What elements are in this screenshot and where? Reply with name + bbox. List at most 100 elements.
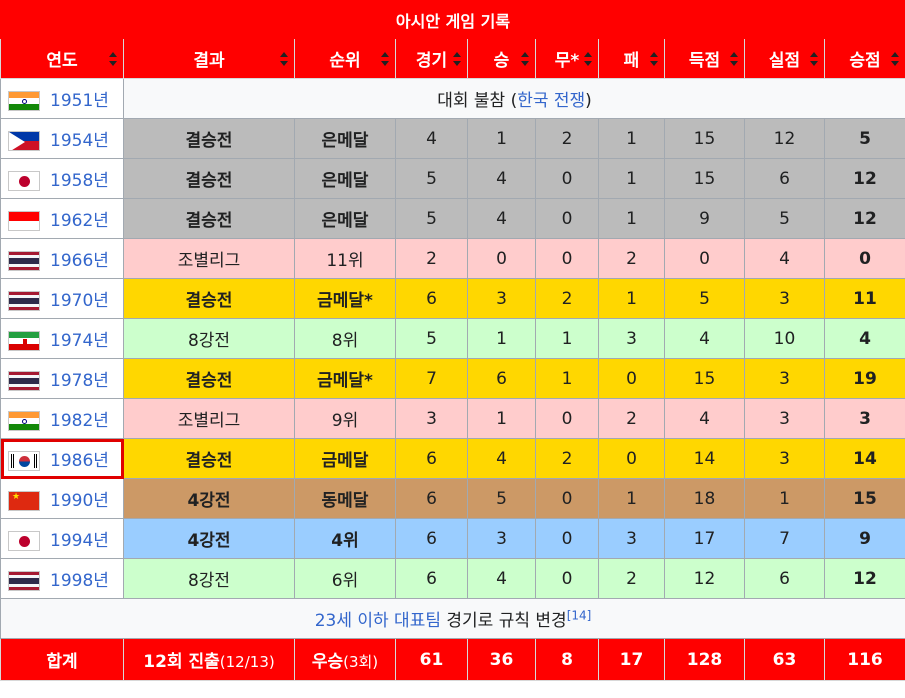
sort-icon[interactable] [810,51,818,66]
year-link[interactable]: 1978년 [50,371,109,391]
year-link[interactable]: 1998년 [50,571,109,591]
draws-cell: 1 [535,318,599,359]
goals-for-cell: 12 [664,558,745,599]
column-header-draws[interactable]: 무* [535,38,599,79]
losses-cell: 2 [598,558,665,599]
thailand-flag-icon [8,291,40,311]
sort-icon[interactable] [891,51,900,66]
goals-for-cell: 15 [664,158,745,199]
year-cell: 1994년 [0,518,124,559]
korean-war-link[interactable]: 한국 전쟁 [517,91,586,111]
points-cell: 15 [823,478,905,519]
column-header-label: 연도 [46,51,78,71]
played-cell: 4 [395,118,468,159]
column-header-year[interactable]: 연도 [0,38,124,79]
year-link[interactable]: 1951년 [50,91,109,111]
rank-cell: 6위 [294,558,396,599]
goals-against-cell: 7 [744,518,825,559]
total-appearances-detail: (12/13) [219,653,275,671]
result-cell: 조별리그 [123,238,295,279]
table-row: 1978년 결승전 금메달* 7 6 1 0 15 3 19 [0,358,905,399]
sort-icon[interactable] [584,51,592,66]
year-cell: 1962년 [0,198,124,239]
result-cell: 결승전 [123,438,295,479]
reference-link[interactable]: [14] [566,608,592,623]
year-link[interactable]: 1990년 [50,491,109,511]
year-link[interactable]: 1986년 [50,451,109,471]
india-flag-icon [8,91,40,111]
table-row: 1986년 결승전 금메달 6 4 2 0 14 3 14 [0,438,905,479]
points-cell: 12 [823,158,905,199]
wins-cell: 1 [467,318,536,359]
year-link[interactable]: 1958년 [50,171,109,191]
table-row: 1998년 8강전 6위 6 4 0 2 12 6 12 [0,558,905,599]
losses-cell: 2 [598,238,665,279]
year-cell: 1970년 [0,278,124,319]
goals-for-cell: 17 [664,518,745,559]
column-header-label: 패 [623,51,640,71]
column-header-points[interactable]: 승점 [823,38,905,79]
year-link[interactable]: 1970년 [50,291,109,311]
wins-cell: 1 [467,398,536,439]
total-appearances-main: 12회 진출 [143,652,220,672]
rank-cell: 금메달* [294,358,396,399]
column-header-played[interactable]: 경기 [395,38,468,79]
year-link[interactable]: 1962년 [50,211,109,231]
column-header-label: 득점 [688,51,721,71]
column-header-goals-for[interactable]: 득점 [664,38,745,79]
sort-icon[interactable] [280,51,288,66]
sort-icon[interactable] [730,51,738,66]
year-cell: 1978년 [0,358,124,399]
total-losses: 17 [598,638,665,681]
column-header-result[interactable]: 결과 [123,38,295,79]
year-link[interactable]: 1966년 [50,251,109,271]
goals-against-cell: 3 [744,438,825,479]
asian-games-record-table: 아시안 게임 기록 연도 결과 순위 경기 승 무* 패 득점 실점 승점 1951년 대회 불참 … [0,0,905,681]
goals-against-cell: 3 [744,398,825,439]
table-title: 아시안 게임 기록 [0,0,905,39]
table-row: 1994년 4강전 4위 6 3 0 3 17 7 9 [0,518,905,559]
column-header-losses[interactable]: 패 [598,38,665,79]
played-cell: 6 [395,558,468,599]
draws-cell: 0 [535,158,599,199]
played-cell: 6 [395,518,468,559]
column-header-label: 순위 [329,51,361,71]
draws-cell: 0 [535,558,599,599]
table-row: 1962년 결승전 은메달 5 4 0 1 9 5 12 [0,198,905,239]
year-link[interactable]: 1954년 [50,131,109,151]
result-cell: 4강전 [123,518,295,559]
goals-against-cell: 3 [744,278,825,319]
year-cell: 1958년 [0,158,124,199]
sort-icon[interactable] [521,51,529,66]
sort-icon[interactable] [381,51,389,66]
draws-cell: 1 [535,358,599,399]
total-titles: 우승(3회) [294,638,396,681]
rank-cell: 은메달 [294,198,396,239]
year-cell: 1966년 [0,238,124,279]
total-wins: 36 [467,638,536,681]
sort-icon[interactable] [453,51,461,66]
rank-cell: 4위 [294,518,396,559]
column-header-goals-against[interactable]: 실점 [744,38,825,79]
played-cell: 6 [395,478,468,519]
points-cell: 5 [823,118,905,159]
column-header-label: 승 [493,51,510,71]
losses-cell: 1 [598,478,665,519]
year-link[interactable]: 1982년 [50,411,109,431]
year-link[interactable]: 1974년 [50,331,109,351]
column-header-wins[interactable]: 승 [467,38,536,79]
total-titles-main: 우승 [311,652,344,672]
wins-cell: 3 [467,278,536,319]
table-row: 1970년 결승전 금메달* 6 3 2 1 5 3 11 [0,278,905,319]
year-cell: 1951년 [0,78,124,119]
sort-icon[interactable] [650,51,658,66]
rank-cell: 은메달 [294,158,396,199]
played-cell: 5 [395,158,468,199]
u23-team-link[interactable]: 23세 이하 대표팀 [314,611,441,631]
year-link[interactable]: 1994년 [50,531,109,551]
losses-cell: 1 [598,278,665,319]
sort-icon[interactable] [109,51,117,66]
column-header-rank[interactable]: 순위 [294,38,396,79]
points-cell: 3 [823,398,905,439]
total-row: 합계 12회 진출(12/13) 우승(3회) 61 36 8 17 128 63 116 [0,638,905,681]
